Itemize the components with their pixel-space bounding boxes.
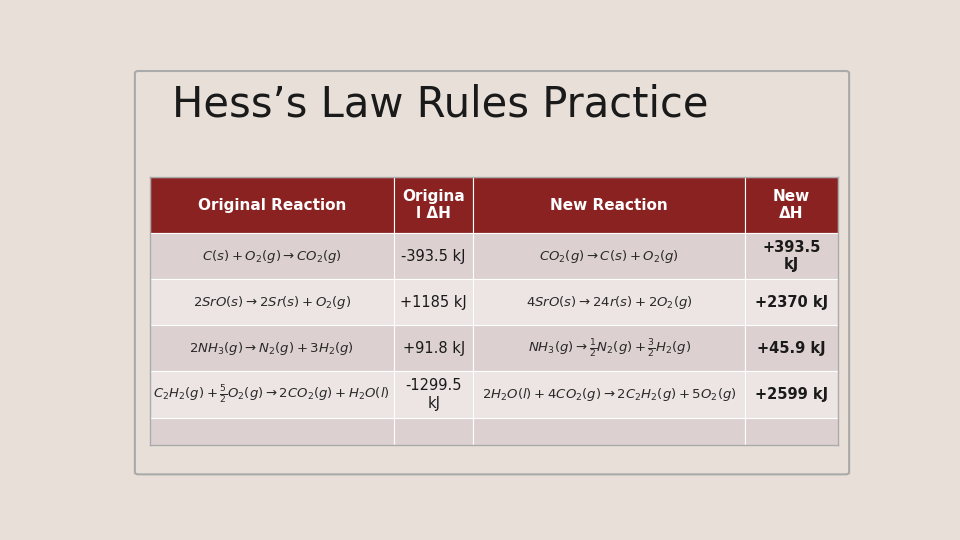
Bar: [394, 177, 473, 233]
Text: Origina
l ΔH: Origina l ΔH: [402, 189, 465, 221]
Bar: [394, 326, 473, 372]
Bar: [745, 417, 838, 446]
FancyBboxPatch shape: [134, 71, 849, 474]
Bar: [394, 233, 473, 279]
Text: New Reaction: New Reaction: [550, 198, 668, 213]
Text: +393.5
kJ: +393.5 kJ: [762, 240, 821, 273]
Text: +2599 kJ: +2599 kJ: [755, 387, 828, 402]
Text: -1299.5
kJ: -1299.5 kJ: [405, 379, 462, 411]
Bar: [745, 177, 838, 233]
Text: +91.8 kJ: +91.8 kJ: [402, 341, 465, 356]
Bar: [150, 326, 394, 372]
Text: $2H_2O(l) + 4CO_2(g) \rightarrow 2C_2H_2(g) + 5O_2(g)$: $2H_2O(l) + 4CO_2(g) \rightarrow 2C_2H_2…: [482, 386, 736, 403]
Bar: [150, 233, 394, 279]
Text: $C(s) + O_2(g) \rightarrow CO_2(g)$: $C(s) + O_2(g) \rightarrow CO_2(g)$: [202, 248, 342, 265]
Bar: [394, 417, 473, 446]
Bar: [745, 233, 838, 279]
Text: $CO_2(g) \rightarrow C(s) + O_2(g)$: $CO_2(g) \rightarrow C(s) + O_2(g)$: [540, 248, 679, 265]
Bar: [745, 372, 838, 417]
Bar: [745, 279, 838, 326]
Bar: [150, 279, 394, 326]
Text: New
ΔH: New ΔH: [773, 189, 810, 221]
Bar: [473, 417, 745, 446]
Bar: [473, 279, 745, 326]
Bar: [473, 233, 745, 279]
Text: $2NH_3(g) \rightarrow N_2(g) + 3H_2(g)$: $2NH_3(g) \rightarrow N_2(g) + 3H_2(g)$: [189, 340, 354, 357]
Text: +1185 kJ: +1185 kJ: [400, 295, 467, 310]
Text: +2370 kJ: +2370 kJ: [755, 295, 828, 310]
Bar: [473, 177, 745, 233]
Bar: [150, 417, 394, 446]
Bar: [150, 372, 394, 417]
Bar: [745, 326, 838, 372]
Bar: [473, 372, 745, 417]
Text: $C_2H_2(g) + \frac{5}{2}O_2(g) \rightarrow 2CO_2(g) + H_2O(l)$: $C_2H_2(g) + \frac{5}{2}O_2(g) \rightarr…: [154, 383, 391, 406]
Text: Hess’s Law Rules Practice: Hess’s Law Rules Practice: [172, 84, 708, 125]
Text: $2SrO(s) \rightarrow 2Sr(s) + O_2(g)$: $2SrO(s) \rightarrow 2Sr(s) + O_2(g)$: [193, 294, 351, 311]
Text: $4SrO(s) \rightarrow 24r(s) + 2O_2(g)$: $4SrO(s) \rightarrow 24r(s) + 2O_2(g)$: [526, 294, 692, 311]
Text: Original Reaction: Original Reaction: [198, 198, 347, 213]
Bar: [394, 279, 473, 326]
Bar: [473, 326, 745, 372]
Text: +45.9 kJ: +45.9 kJ: [757, 341, 826, 356]
Text: $NH_3(g) \rightarrow \frac{1}{2}N_2(g) + \frac{3}{2}H_2(g)$: $NH_3(g) \rightarrow \frac{1}{2}N_2(g) +…: [528, 338, 691, 360]
Text: -393.5 kJ: -393.5 kJ: [401, 249, 466, 264]
Bar: [150, 177, 394, 233]
Bar: [394, 372, 473, 417]
